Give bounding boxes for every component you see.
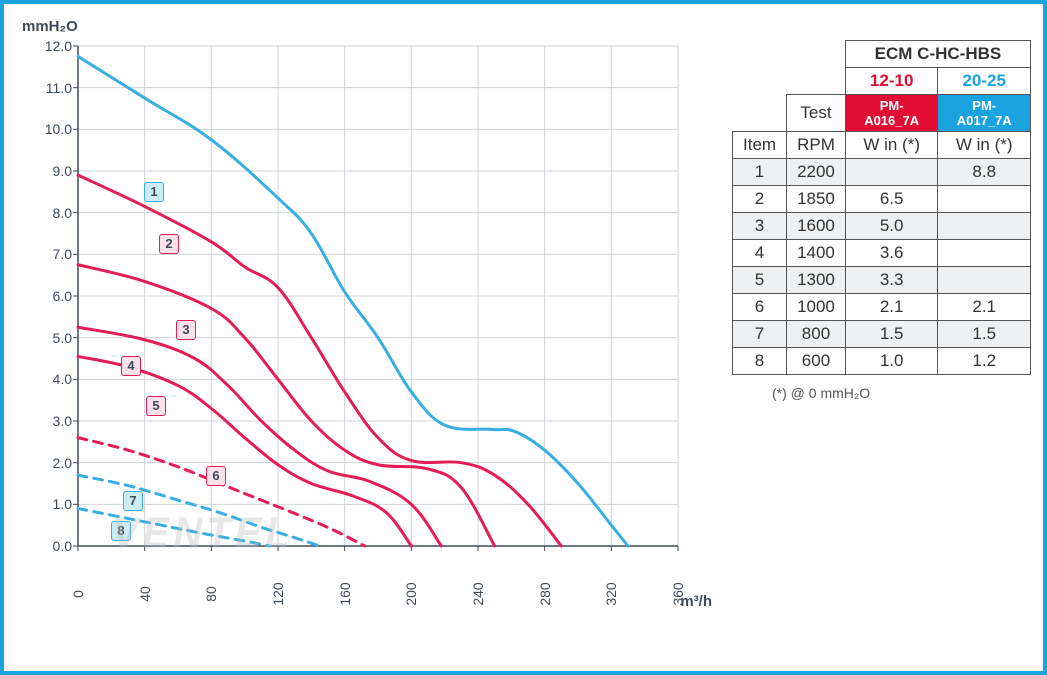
y-tick: 8.0 [53, 205, 72, 221]
x-tick: 40 [137, 586, 153, 602]
y-tick: 9.0 [53, 163, 72, 179]
y-tick: 3.0 [53, 413, 72, 429]
chart-svg [16, 16, 716, 656]
cell-rpm: 1600 [787, 213, 846, 240]
table-row: 12200 8.8 [733, 159, 1031, 186]
curve-label-6: 6 [206, 466, 226, 486]
hdr-w-blue: W in (*) [938, 132, 1031, 159]
curve-label-4: 4 [121, 356, 141, 376]
data-table: ECM C-HC-HBS 12-10 20-25 Test PM-A016_7A… [732, 40, 1031, 375]
cell-item: 1 [733, 159, 787, 186]
table-row: 78001.51.5 [733, 321, 1031, 348]
y-tick: 12.0 [45, 38, 72, 54]
cell-item: 2 [733, 186, 787, 213]
cell-w_blue: 1.2 [938, 348, 1031, 375]
cell-w_blue [938, 240, 1031, 267]
cell-w_blue: 8.8 [938, 159, 1031, 186]
hdr-item: Item [733, 132, 787, 159]
cell-w_red: 5.0 [845, 213, 938, 240]
table-row: 218506.5 [733, 186, 1031, 213]
cell-w_red: 1.5 [845, 321, 938, 348]
cell-item: 7 [733, 321, 787, 348]
curve-label-1: 1 [144, 182, 164, 202]
table-row: 513003.3 [733, 267, 1031, 294]
cell-w_red: 1.0 [845, 348, 938, 375]
hdr-w-red: W in (*) [845, 132, 938, 159]
side-panel: ECM C-HC-HBS 12-10 20-25 Test PM-A016_7A… [732, 16, 1031, 659]
cell-w_red [845, 159, 938, 186]
test-code-blue: PM-A017_7A [938, 95, 1031, 132]
y-tick: 11.0 [46, 80, 72, 96]
table-row: 610002.12.1 [733, 294, 1031, 321]
test-label: Test [787, 95, 846, 132]
x-tick: 280 [537, 582, 553, 605]
x-tick: 120 [270, 582, 286, 605]
cell-w_red: 6.5 [845, 186, 938, 213]
x-tick: 0 [70, 590, 86, 598]
curve-label-5: 5 [146, 396, 166, 416]
cell-rpm: 600 [787, 348, 846, 375]
x-tick: 80 [203, 586, 219, 602]
curve-label-2: 2 [159, 234, 179, 254]
y-tick: 7.0 [53, 246, 72, 262]
test-code-red: PM-A016_7A [845, 95, 938, 132]
y-tick: 4.0 [53, 371, 72, 387]
cell-item: 5 [733, 267, 787, 294]
y-tick: 5.0 [53, 330, 72, 346]
y-tick: 10.0 [45, 121, 72, 137]
cell-w_blue [938, 186, 1031, 213]
curve-label-7: 7 [123, 491, 143, 511]
cell-item: 4 [733, 240, 787, 267]
curve-label-8: 8 [111, 521, 131, 541]
outer-frame: mmH₂O 0.01.02.03.04.05.06.07.08.09.010.0… [0, 0, 1047, 675]
y-tick: 6.0 [53, 288, 72, 304]
table-row: 86001.01.2 [733, 348, 1031, 375]
cell-rpm: 2200 [787, 159, 846, 186]
cell-rpm: 1850 [787, 186, 846, 213]
cell-w_blue [938, 267, 1031, 294]
cell-rpm: 800 [787, 321, 846, 348]
hdr-rpm: RPM [787, 132, 846, 159]
table-row: 414003.6 [733, 240, 1031, 267]
cell-rpm: 1400 [787, 240, 846, 267]
y-tick: 0.0 [53, 538, 72, 554]
x-tick: 200 [403, 582, 419, 605]
cell-item: 8 [733, 348, 787, 375]
cell-w_red: 2.1 [845, 294, 938, 321]
cell-item: 6 [733, 294, 787, 321]
cell-rpm: 1300 [787, 267, 846, 294]
cell-w_red: 3.3 [845, 267, 938, 294]
cell-rpm: 1000 [787, 294, 846, 321]
x-axis-title: m³/h [680, 593, 712, 610]
performance-chart: mmH₂O 0.01.02.03.04.05.06.07.08.09.010.0… [16, 16, 716, 656]
cell-w_blue [938, 213, 1031, 240]
footnote: (*) @ 0 mmH₂O [772, 385, 1031, 401]
cell-w_blue: 1.5 [938, 321, 1031, 348]
cell-item: 3 [733, 213, 787, 240]
x-tick: 320 [603, 582, 619, 605]
y-tick: 2.0 [53, 455, 72, 471]
curve-label-3: 3 [176, 320, 196, 340]
cell-w_red: 3.6 [845, 240, 938, 267]
x-tick: 160 [337, 582, 353, 605]
model-red: 12-10 [845, 68, 938, 95]
cell-w_blue: 2.1 [938, 294, 1031, 321]
y-tick: 1.0 [53, 496, 72, 512]
table-title: ECM C-HC-HBS [845, 41, 1030, 68]
model-blue: 20-25 [938, 68, 1031, 95]
x-tick: 240 [470, 582, 486, 605]
table-row: 316005.0 [733, 213, 1031, 240]
